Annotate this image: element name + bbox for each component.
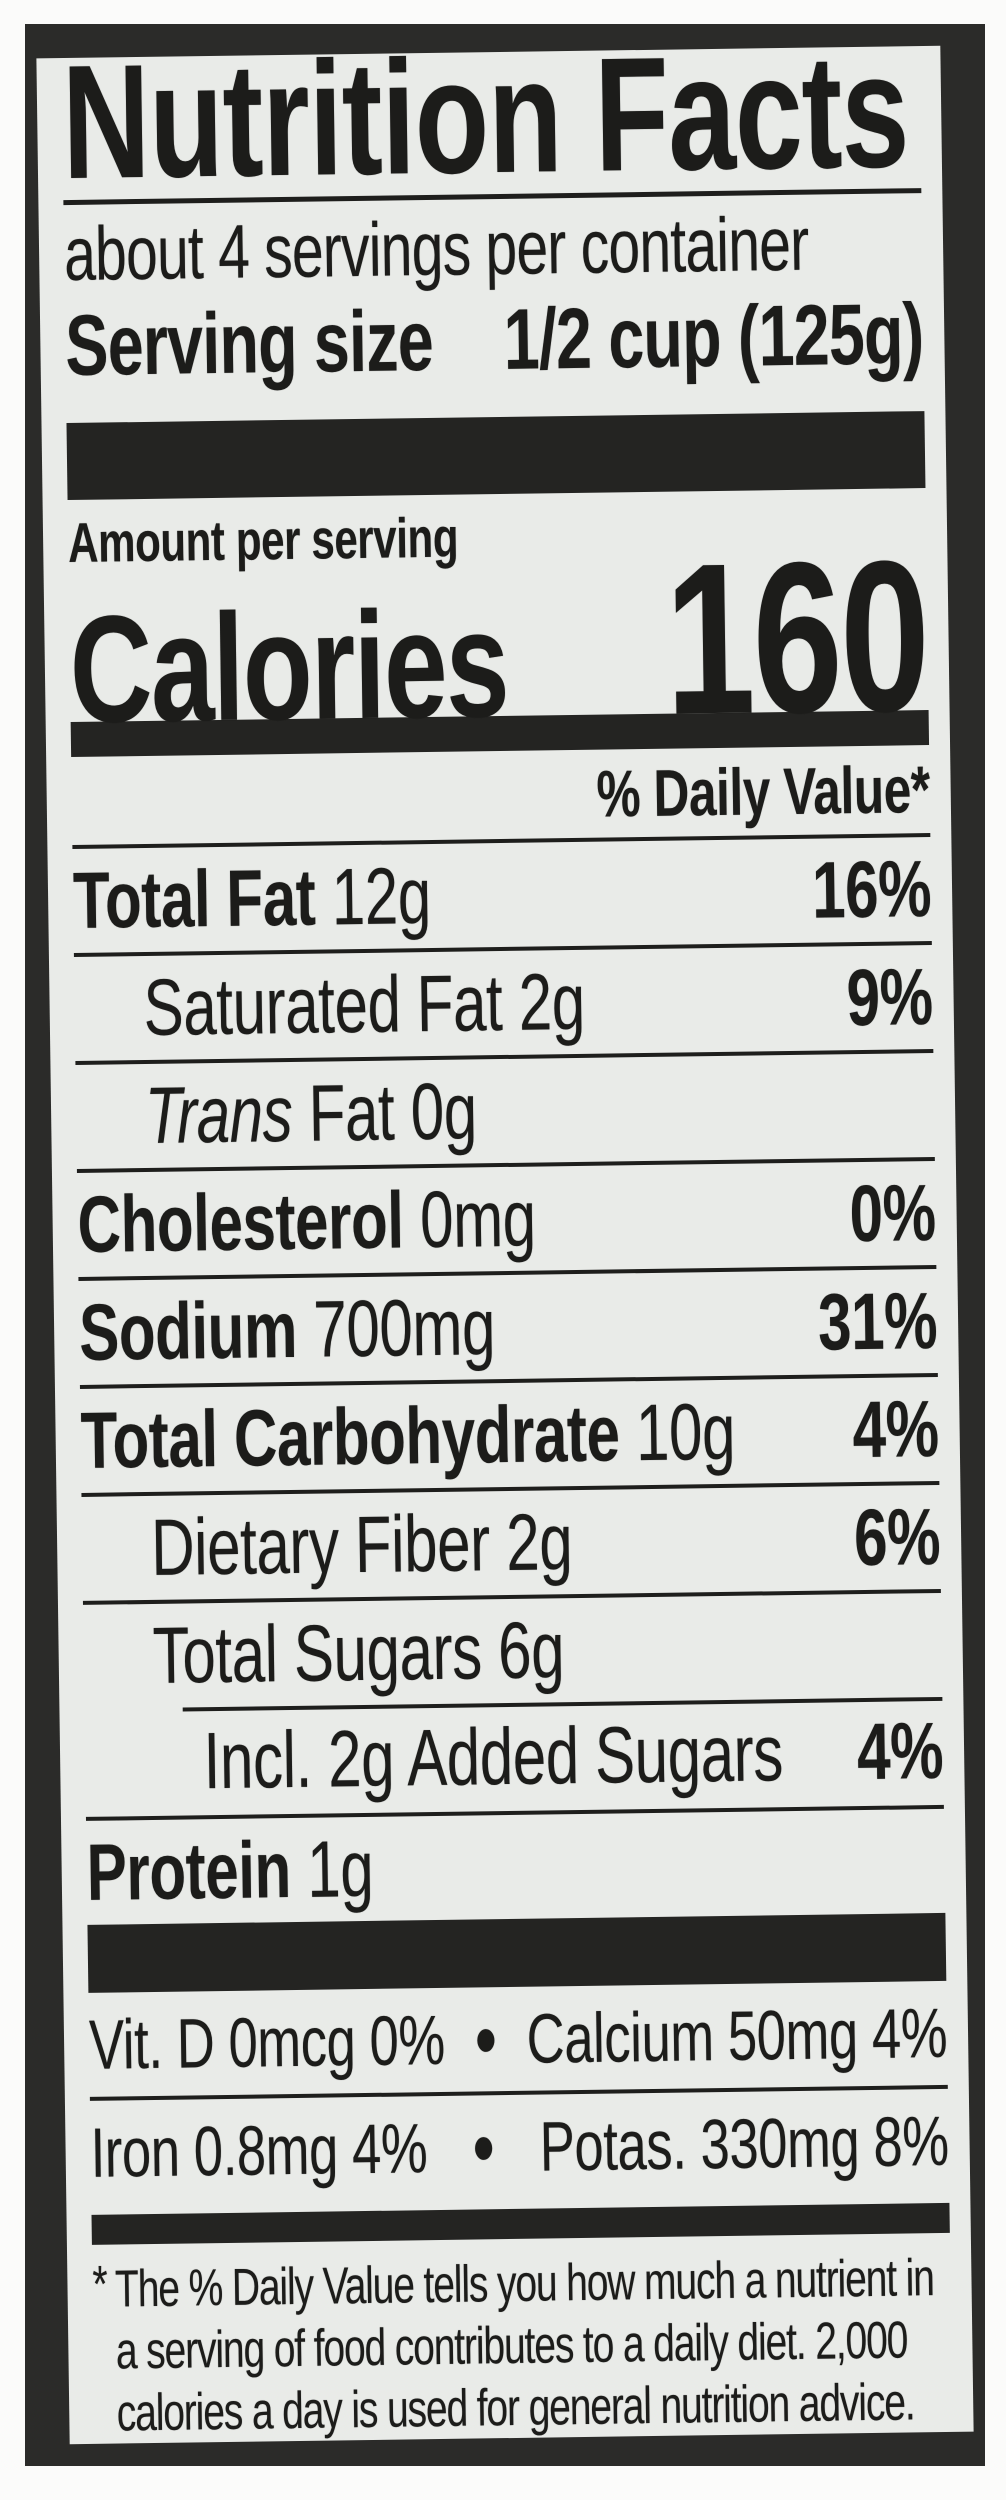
serving-size-row: Serving size 1/2 cup (125g) <box>65 285 924 395</box>
footnote-line: a serving of food contributes to a daily… <box>115 2311 908 2381</box>
nutrient-row-total-carbohydrate: Total Carbohydrate 10g 4% <box>79 1372 940 1493</box>
nutrient-name-italic: Trans <box>144 1068 293 1161</box>
micronutrient-left: Iron 0.8mg 4% <box>90 2109 428 2192</box>
footnote-line: The % Daily Value tells you how much a n… <box>114 2249 935 2319</box>
nutrient-daily-value: 4% <box>852 1383 940 1475</box>
nutrient-amount: 0g <box>410 1066 478 1157</box>
nutrient-name: Total Carbohydrate <box>80 1388 621 1485</box>
nutrient-amount: 700mg <box>312 1282 496 1374</box>
nutrient-name-group: Cholesterol 0mg <box>77 1173 536 1271</box>
footnote-line: calories a day is used for general nutri… <box>116 2373 915 2443</box>
calories-row: Calories 160 <box>69 515 930 760</box>
nutrient-daily-value: 31% <box>817 1275 938 1367</box>
nutrient-row-total-sugars: Total Sugars 6g <box>82 1588 943 1709</box>
nutrient-amount: 1g <box>306 1823 374 1914</box>
daily-value-header: % Daily Value* <box>596 752 931 831</box>
nutrient-amount: 6g <box>497 1605 565 1696</box>
servings-per-container: about 4 servings per container <box>63 201 809 298</box>
calories-label: Calories <box>68 578 509 756</box>
nutrient-daily-value: 9% <box>845 952 934 1043</box>
serving-size-label: Serving size <box>64 292 434 395</box>
nutrient-amount: 0mg <box>419 1173 537 1265</box>
daily-value-footnote: * The % Daily Value tells you how much a… <box>92 2247 953 2445</box>
thick-divider <box>91 2202 950 2245</box>
micronutrient-table: Vit. D 0mcg 0% • Calcium 50mg 4% Iron 0.… <box>88 1981 950 2205</box>
nutrient-row-total-fat: Total Fat 12g 16% <box>72 833 932 953</box>
nutrient-row-protein: Protein 1g <box>85 1804 946 1925</box>
footnote-asterisk: * <box>92 2255 109 2314</box>
nutrient-row-cholesterol: Cholesterol 0mg 0% <box>76 1156 937 1277</box>
nutrient-amount: 10g <box>635 1386 736 1478</box>
nutrient-amount: 2g <box>518 956 586 1047</box>
nutrient-name: Incl. 2g Added Sugars <box>203 1708 784 1806</box>
nutrient-row-trans-fat: Trans Fat 0g <box>75 1049 935 1169</box>
nutrient-name-group: Protein 1g <box>86 1823 374 1919</box>
micronutrient-right: Potas. 330mg 8% <box>539 2101 950 2186</box>
nutrient-name: Sodium <box>78 1284 298 1377</box>
nutrient-name-group: Sodium 700mg <box>79 1281 496 1379</box>
label-content: Nutrition Facts about 4 servings per con… <box>61 20 953 2445</box>
nutrient-name-group: Trans Fat 0g <box>76 1065 478 1163</box>
bullet-separator-icon: • <box>474 1992 498 2087</box>
nutrient-row-sodium: Sodium 700mg 31% <box>78 1264 938 1385</box>
nutrient-name: Cholesterol <box>77 1175 405 1269</box>
nutrient-daily-value: 6% <box>853 1491 941 1583</box>
bullet-separator-icon: • <box>471 2100 495 2195</box>
micronutrient-row-vitd-calcium: Vit. D 0mcg 0% • Calcium 50mg 4% <box>88 1981 948 2097</box>
nutrient-name: Total Fat <box>72 852 316 945</box>
nutrition-facts-label: Nutrition Facts about 4 servings per con… <box>36 20 974 2445</box>
nutrient-row-added-sugars: Incl. 2g Added Sugars 4% <box>84 1697 944 1817</box>
nutrient-row-dietary-fiber: Dietary Fiber 2g 6% <box>81 1480 941 1601</box>
nutrient-name: Saturated Fat <box>143 958 503 1053</box>
thick-divider <box>66 411 926 501</box>
nutrient-name: Fat <box>308 1067 395 1158</box>
nutrient-daily-value: 0% <box>849 1167 937 1259</box>
nutrient-name: Protein <box>86 1825 292 1917</box>
nutrient-daily-value: 4% <box>856 1705 944 1797</box>
nutrient-row-saturated-fat: Saturated Fat 2g 9% <box>73 941 934 1061</box>
micronutrient-row-iron-potassium: Iron 0.8mg 4% • Potas. 330mg 8% <box>89 2084 950 2205</box>
label-outer-frame: Nutrition Facts about 4 servings per con… <box>25 20 985 2466</box>
nutrient-name: Total Sugars <box>152 1606 483 1700</box>
nutrient-table: Total Fat 12g 16% Saturated Fat 2g 9% <box>72 833 946 1925</box>
nutrient-name-group: Incl. 2g Added Sugars <box>85 1707 784 1809</box>
nutrient-name-group: Dietary Fiber 2g <box>82 1496 573 1595</box>
micronutrient-right: Calcium 50mg 4% <box>526 1993 948 2078</box>
nutrient-daily-value: 16% <box>811 844 932 935</box>
nutrient-name-group: Saturated Fat 2g <box>74 956 585 1055</box>
nutrient-name: Dietary Fiber <box>150 1498 491 1592</box>
nutrient-name-group: Total Carbohydrate 10g <box>80 1386 736 1487</box>
serving-size-value: 1/2 cup (125g) <box>503 286 924 388</box>
thick-divider <box>87 1912 947 1993</box>
label-title: Nutrition Facts <box>61 20 910 214</box>
nutrient-amount: 2g <box>505 1497 573 1588</box>
nutrient-amount: 12g <box>331 851 432 942</box>
nutrient-name-group: Total Fat 12g <box>73 850 432 947</box>
micronutrient-left: Vit. D 0mcg 0% <box>88 2000 446 2084</box>
nutrient-name-group: Total Sugars 6g <box>83 1604 565 1703</box>
calories-value: 160 <box>663 515 930 760</box>
